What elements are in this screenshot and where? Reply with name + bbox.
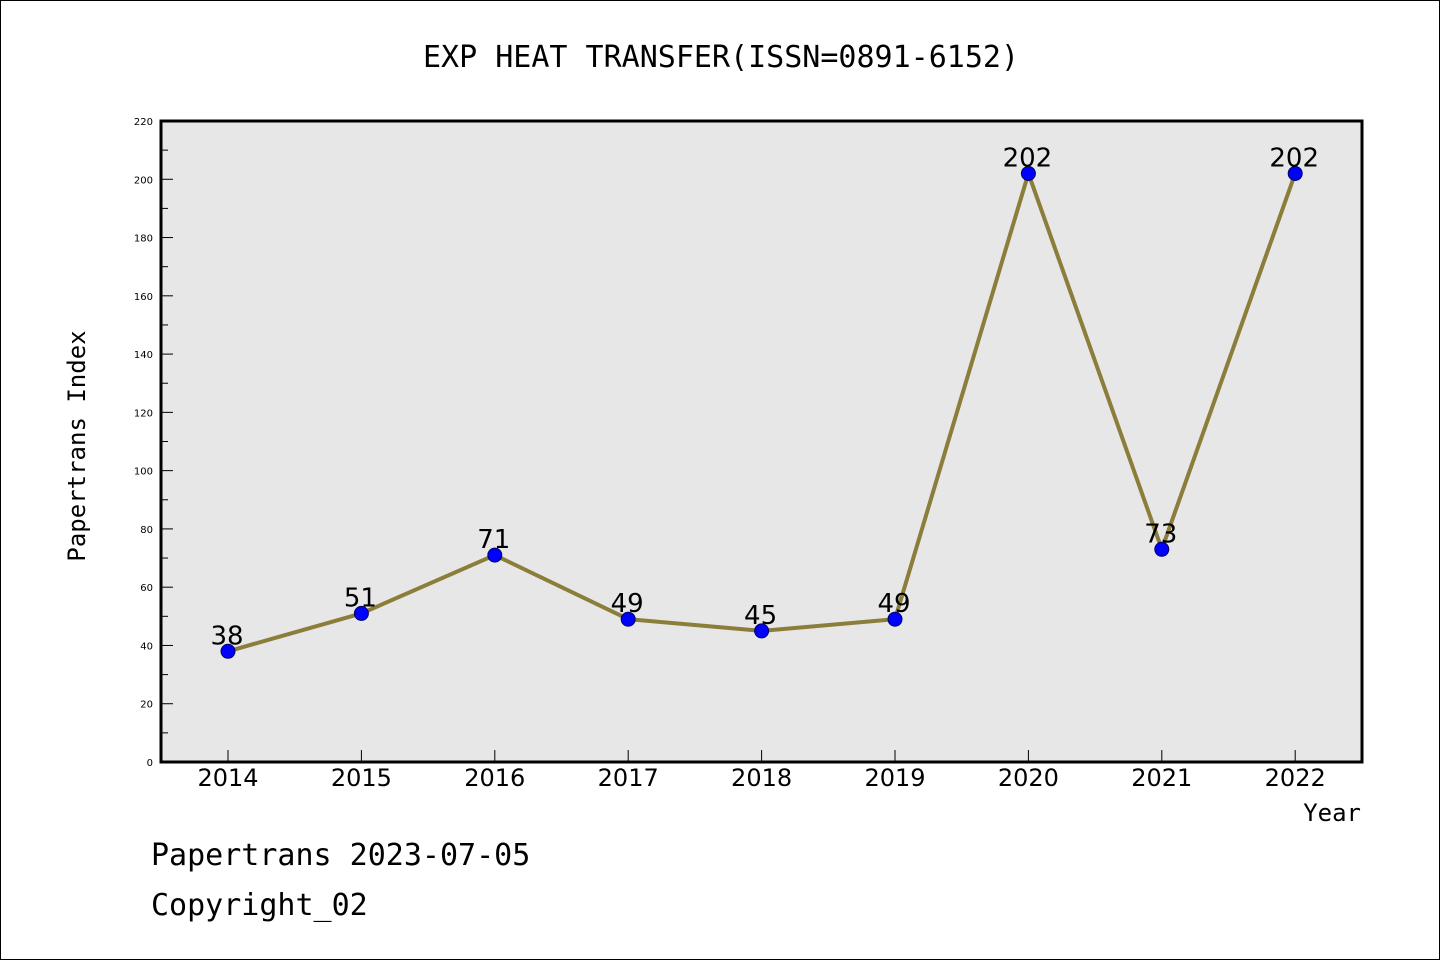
- data-point: [487, 547, 503, 563]
- data-label: 49: [611, 589, 644, 619]
- y-tick-label: 180: [134, 234, 153, 245]
- y-tick-label: 160: [134, 292, 153, 303]
- x-axis: 2014 2015 2016 2017 2018 2019 2020 2021 2022: [197, 750, 1326, 792]
- x-tick-label: 2014: [197, 764, 258, 792]
- data-point: [620, 611, 636, 627]
- y-tick-label: 80: [140, 525, 153, 536]
- y-tick-label: 140: [134, 350, 153, 361]
- data-point: [220, 643, 236, 659]
- data-point: [887, 611, 903, 627]
- data-label-layer: 38 51 71 49 45 49 202 73 202: [210, 143, 1319, 651]
- data-point: [353, 605, 369, 621]
- y-axis: 0 20 40 60 80 100 120 140 160 180 200 220: [134, 117, 173, 769]
- y-tick-label: 220: [134, 117, 153, 128]
- data-label: 202: [1003, 143, 1053, 173]
- data-point: [754, 623, 770, 639]
- y-tick-label: 200: [134, 175, 153, 186]
- y-tick-label: 100: [134, 467, 153, 478]
- x-tick-label: 2016: [464, 764, 525, 792]
- y-axis-label: Papertrans Index: [63, 330, 91, 561]
- x-tick-label: 2020: [998, 764, 1059, 792]
- x-tick-label: 2017: [598, 764, 659, 792]
- plot-area: [159, 119, 1364, 764]
- y-tick-label: 0: [147, 758, 153, 769]
- data-label: 45: [744, 601, 777, 631]
- data-label: 73: [1144, 519, 1177, 549]
- footer-copyright: Copyright_02: [151, 888, 368, 923]
- x-axis-label: Year: [1303, 799, 1361, 827]
- y-tick-label: 60: [140, 583, 153, 594]
- y-tick-label: 20: [140, 700, 153, 711]
- x-tick-label: 2018: [731, 764, 792, 792]
- y-tick-label: 120: [134, 408, 153, 419]
- chart-title: EXP HEAT TRANSFER(ISSN=0891-6152): [423, 40, 1019, 75]
- x-tick-label: 2022: [1265, 764, 1326, 792]
- data-point: [1154, 541, 1170, 557]
- x-tick-label: 2019: [864, 764, 925, 792]
- series-layer: [220, 165, 1303, 659]
- data-label: 38: [210, 621, 243, 651]
- y-tick-label: 40: [140, 641, 153, 652]
- footer-date: Papertrans 2023-07-05: [151, 838, 530, 873]
- data-label: 49: [877, 589, 910, 619]
- data-point: [1020, 165, 1036, 181]
- x-tick-label: 2015: [331, 764, 392, 792]
- data-point: [1287, 165, 1303, 181]
- data-label: 51: [344, 583, 377, 613]
- data-label: 202: [1269, 143, 1319, 173]
- data-label: 71: [477, 525, 510, 555]
- x-tick-label: 2021: [1131, 764, 1192, 792]
